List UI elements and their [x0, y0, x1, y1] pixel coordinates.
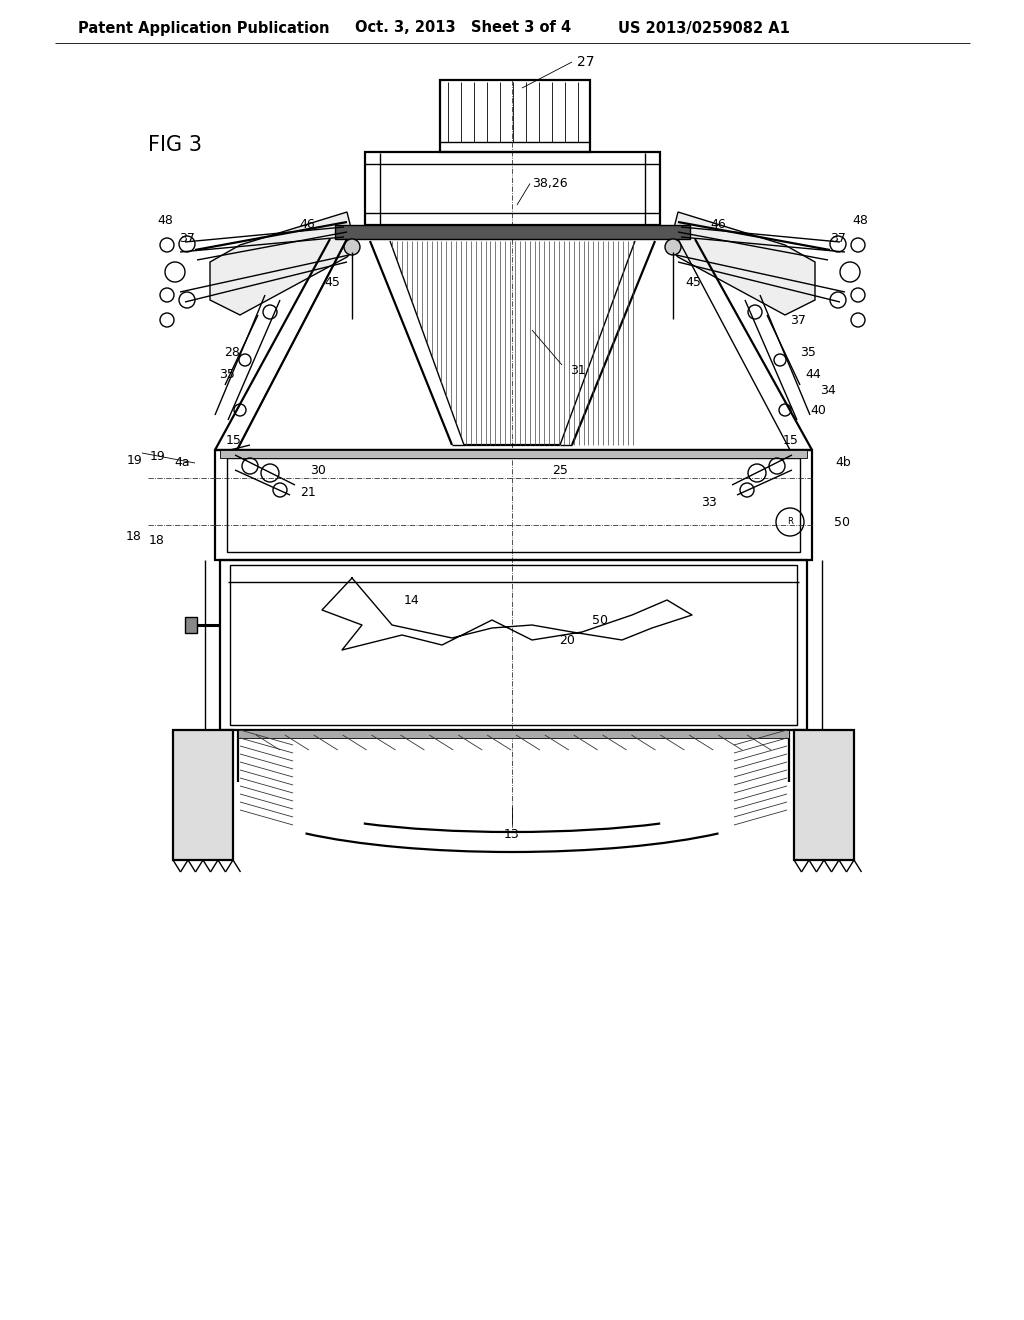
Text: 37: 37	[830, 231, 846, 244]
Text: 25: 25	[552, 463, 568, 477]
Circle shape	[344, 239, 360, 255]
Text: 21: 21	[300, 486, 315, 499]
Text: 37: 37	[790, 314, 806, 326]
Text: 4a: 4a	[174, 455, 190, 469]
Text: 40: 40	[810, 404, 826, 417]
Circle shape	[665, 239, 681, 255]
Text: 37: 37	[179, 231, 195, 244]
Text: 15: 15	[226, 433, 242, 446]
Bar	[238, 730, 790, 738]
Bar	[335, 224, 690, 239]
Bar	[173, 730, 233, 861]
Text: 19: 19	[126, 454, 142, 466]
Text: Oct. 3, 2013   Sheet 3 of 4: Oct. 3, 2013 Sheet 3 of 4	[355, 21, 571, 36]
Text: 19: 19	[150, 450, 165, 462]
Text: 50: 50	[592, 614, 608, 627]
Bar	[440, 81, 590, 152]
Text: 4b: 4b	[835, 455, 851, 469]
Text: 30: 30	[310, 463, 326, 477]
Text: 14: 14	[404, 594, 420, 606]
Text: 38,26: 38,26	[532, 177, 567, 190]
Text: 48: 48	[852, 214, 868, 227]
Text: 18: 18	[150, 533, 165, 546]
Bar	[215, 450, 812, 560]
Text: 33: 33	[701, 495, 717, 508]
Bar	[220, 560, 807, 730]
Text: 50: 50	[834, 516, 850, 528]
Text: 28: 28	[224, 346, 240, 359]
Bar	[185, 616, 197, 634]
Bar	[794, 730, 854, 861]
Bar	[230, 565, 797, 725]
Text: FIG 3: FIG 3	[148, 135, 202, 154]
Text: 27: 27	[577, 55, 595, 69]
Text: 34: 34	[820, 384, 836, 396]
Text: 31: 31	[570, 363, 586, 376]
Text: 45: 45	[325, 276, 340, 289]
Polygon shape	[210, 213, 352, 315]
Text: 46: 46	[299, 219, 314, 231]
Text: 15: 15	[783, 433, 799, 446]
Text: 45: 45	[685, 276, 700, 289]
Bar	[227, 458, 800, 552]
Text: 18: 18	[126, 531, 142, 544]
Text: Patent Application Publication: Patent Application Publication	[78, 21, 330, 36]
Text: 35: 35	[800, 346, 816, 359]
Polygon shape	[238, 730, 790, 840]
Text: 48: 48	[157, 214, 173, 227]
Text: 20: 20	[559, 634, 574, 647]
Text: US 2013/0259082 A1: US 2013/0259082 A1	[618, 21, 790, 36]
Text: 44: 44	[805, 368, 821, 381]
Text: 13: 13	[504, 828, 520, 841]
Text: 46: 46	[710, 219, 726, 231]
Bar	[365, 152, 660, 224]
Bar	[220, 450, 807, 458]
Polygon shape	[673, 213, 815, 315]
Text: 35: 35	[219, 368, 234, 381]
Text: R: R	[787, 517, 793, 527]
